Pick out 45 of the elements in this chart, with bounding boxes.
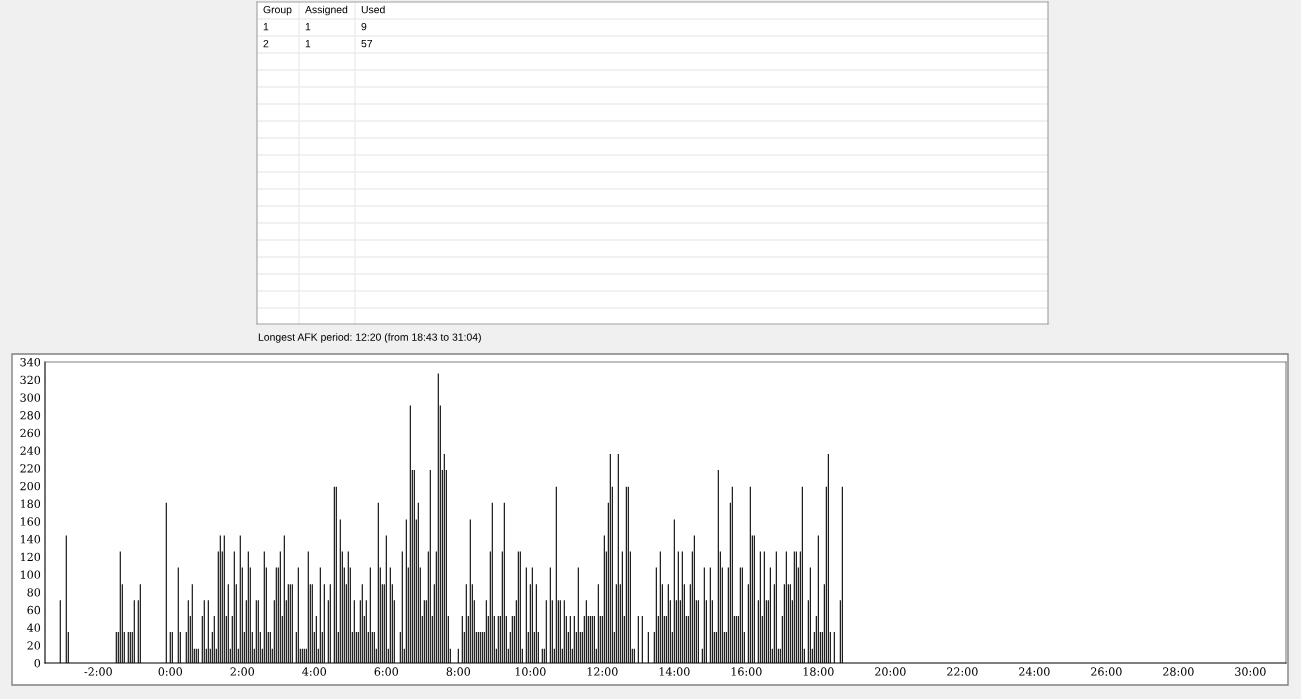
y-tick-label: 20 xyxy=(27,641,41,650)
y-tick-label: 220 xyxy=(20,464,41,473)
x-tick-label: 0:00 xyxy=(158,667,183,676)
y-tick-label: 160 xyxy=(20,517,41,526)
y-tick-label: 320 xyxy=(20,375,41,385)
x-tick-label: 18:00 xyxy=(803,667,834,676)
y-tick-label: 40 xyxy=(27,623,41,632)
x-tick-label: 30:00 xyxy=(1235,667,1266,676)
text: 1 xyxy=(305,40,311,48)
text: 9 xyxy=(361,22,367,31)
x-tick-label: 16:00 xyxy=(731,667,762,676)
y-tick-label: 60 xyxy=(27,605,41,615)
x-tick-label: 8:00 xyxy=(446,667,471,676)
y-tick-label: 260 xyxy=(20,428,41,438)
x-tick-label: 28:00 xyxy=(1163,667,1194,676)
x-tick-label: 6:00 xyxy=(374,667,399,676)
y-tick-label: 240 xyxy=(20,446,41,455)
category-label: Used xyxy=(361,5,385,14)
y-tick-label: 120 xyxy=(20,552,41,562)
text: Longest AFK period: 12:20 (from 18:43 to 31:04) xyxy=(258,333,481,343)
y-tick-label: 300 xyxy=(20,393,41,402)
y-tick-label: 0 xyxy=(34,658,41,668)
y-tick-label: 80 xyxy=(27,588,41,597)
x-tick-label: 24:00 xyxy=(1019,667,1050,676)
x-tick-label: 26:00 xyxy=(1091,667,1122,676)
text: 2 xyxy=(263,39,269,48)
text: 57 xyxy=(361,40,373,48)
y-tick-label: 200 xyxy=(20,481,41,491)
text: 1 xyxy=(263,23,269,31)
category-label: Assigned xyxy=(305,5,348,16)
y-tick-label: 100 xyxy=(20,570,41,579)
y-tick-label: 340 xyxy=(20,357,41,367)
text: 1 xyxy=(305,23,311,31)
x-tick-label: 14:00 xyxy=(659,667,690,676)
x-tick-label: 2:00 xyxy=(230,667,255,676)
x-tick-label: 22:00 xyxy=(947,667,978,676)
x-tick-label: 20:00 xyxy=(875,667,906,676)
y-tick-label: 180 xyxy=(20,499,41,509)
y-tick-label: 140 xyxy=(20,535,41,544)
category-label: Group xyxy=(263,5,292,16)
x-tick-label: -2:00 xyxy=(84,667,112,676)
x-tick-label: 12:00 xyxy=(587,667,618,676)
y-tick-label: 280 xyxy=(20,411,41,420)
x-tick-label: 10:00 xyxy=(515,667,546,676)
x-tick-label: 4:00 xyxy=(302,667,327,676)
